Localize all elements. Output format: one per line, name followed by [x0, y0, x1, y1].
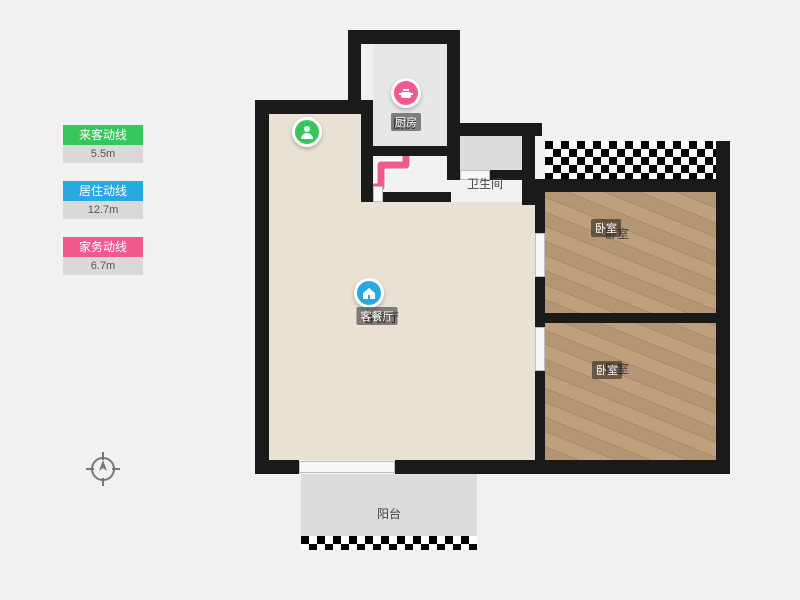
- floorplan: 厨房卫生间卧室卧室客餐厅阳台厨房客餐厅卧室卧室: [255, 15, 735, 585]
- marker-label: 厨房: [391, 113, 421, 131]
- checker-strip: [301, 536, 477, 550]
- wall-segment: [373, 146, 451, 156]
- marker-label: 卧室: [591, 219, 621, 237]
- wall-segment: [395, 460, 545, 474]
- door-opening: [535, 327, 545, 371]
- wall-segment: [535, 460, 730, 474]
- wall-segment: [716, 141, 730, 470]
- wall-segment: [361, 100, 373, 199]
- door-opening: [373, 186, 383, 202]
- marker-guest-icon: [292, 117, 322, 147]
- wall-segment: [255, 100, 361, 114]
- wall-segment: [522, 123, 535, 205]
- legend-value-living: 12.7m: [63, 201, 143, 219]
- floor-living: [269, 202, 535, 460]
- marker-living-icon: [354, 278, 384, 308]
- legend-item-guest: 来客动线 5.5m: [63, 125, 143, 163]
- legend-label-chores: 家务动线: [63, 237, 143, 257]
- marker-label: 客餐厅: [357, 307, 398, 325]
- floor-bath: [460, 136, 522, 170]
- wall-segment: [535, 313, 730, 323]
- wall-segment: [348, 30, 458, 44]
- legend-label-living: 居住动线: [63, 181, 143, 201]
- wall-segment: [522, 179, 724, 192]
- marker-label: 卧室: [592, 361, 622, 379]
- legend-item-chores: 家务动线 6.7m: [63, 237, 143, 275]
- floor-bedroom2: [545, 323, 716, 460]
- wall-segment: [255, 460, 299, 474]
- door-opening: [535, 233, 545, 277]
- wall-segment: [255, 100, 269, 470]
- legend-value-chores: 6.7m: [63, 257, 143, 275]
- legend: 来客动线 5.5m 居住动线 12.7m 家务动线 6.7m: [63, 125, 143, 275]
- legend-value-guest: 5.5m: [63, 145, 143, 163]
- checker-strip: [545, 141, 716, 179]
- legend-label-guest: 来客动线: [63, 125, 143, 145]
- room-label: 卫生间: [467, 175, 503, 192]
- door-opening: [299, 461, 395, 473]
- marker-chores-icon: [391, 78, 421, 108]
- legend-item-living: 居住动线 12.7m: [63, 181, 143, 219]
- compass-icon: [86, 452, 120, 486]
- room-label: 阳台: [377, 505, 401, 522]
- floor-bedroom1: [545, 192, 716, 313]
